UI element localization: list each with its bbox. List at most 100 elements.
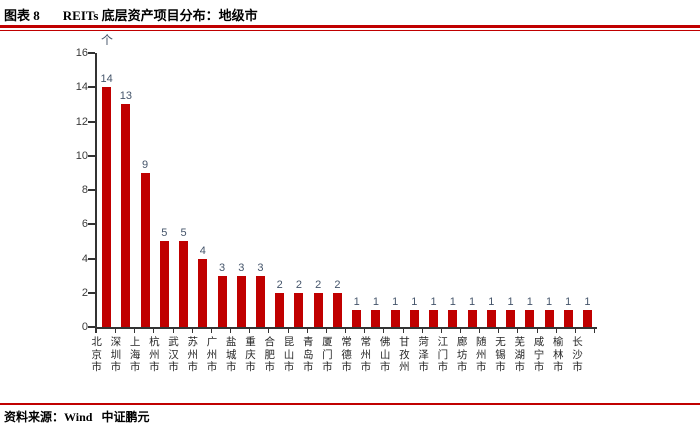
figure-title: REITs 底层资产项目分布：地级市 (62, 8, 258, 23)
bar (217, 275, 227, 327)
figure-header: 图表 8 REITs 底层资产项目分布：地级市 (4, 5, 258, 24)
bar (332, 292, 342, 327)
x-axis-label: 榆林市 (552, 336, 564, 373)
bar-column: 2 (328, 53, 347, 327)
bar-value-label: 2 (334, 278, 341, 291)
y-tick-label: 2 (81, 286, 88, 299)
y-tick-mark (88, 52, 95, 54)
x-tick-mark (384, 329, 404, 333)
bar (429, 309, 439, 327)
x-axis-label: 佛山市 (379, 336, 391, 373)
bar-column: 14 (97, 53, 116, 327)
bar (448, 309, 458, 327)
bar (102, 87, 112, 327)
plot-area: 14 13 9 5 5 4 3 3 3 2 2 2 2 1 1 1 1 1 1 1 1 1 1 1 1 1 (95, 53, 597, 329)
x-axis-label: 盐城市 (226, 336, 237, 373)
bars-container: 14 13 9 5 5 4 3 3 3 2 2 2 2 1 1 1 1 1 1 1 1 1 1 1 1 1 (97, 53, 597, 327)
y-tick-label: 16 (75, 47, 88, 59)
bar-value-label: 1 (565, 295, 572, 308)
x-axis-label: 江门市 (437, 336, 449, 373)
bar (275, 292, 285, 327)
bar-column: 3 (212, 53, 231, 327)
y-tick-label: 6 (81, 218, 88, 231)
bar (294, 292, 304, 327)
bar-column: 1 (405, 53, 424, 327)
y-tick-label: 0 (81, 321, 88, 333)
bar-value-label: 1 (507, 295, 514, 308)
bar-value-label: 3 (238, 261, 245, 274)
y-tick-label: 12 (75, 115, 88, 128)
x-axis-label: 北京市 (91, 336, 102, 373)
x-tick-mark (404, 329, 423, 333)
y-tick-mark (88, 291, 95, 294)
bar-value-label: 13 (119, 90, 132, 103)
bar-column: 1 (559, 53, 578, 327)
bar-value-label: 1 (353, 295, 360, 308)
bar-value-label: 1 (488, 295, 495, 308)
y-axis-unit-label: 个 (101, 33, 114, 47)
bar-column: 1 (386, 53, 405, 327)
bar-value-label: 1 (584, 295, 591, 308)
bar (352, 309, 362, 327)
y-tick-mark (88, 86, 95, 89)
source-note: 资料来源：Wind 中证鹏元 (4, 410, 150, 424)
x-tick-mark (365, 329, 385, 333)
x-axis-label: 杭州市 (149, 336, 160, 373)
x-axis-label: 菏泽市 (418, 336, 429, 373)
bar-column: 5 (174, 53, 193, 327)
header-rule-thin (0, 30, 700, 31)
bar-value-label: 2 (315, 278, 322, 291)
bar (486, 309, 496, 327)
bar (563, 309, 573, 327)
x-tick-mark (135, 329, 155, 333)
y-tick-mark (88, 257, 95, 260)
x-axis-labels: 北京市深圳市上海市杭州市武汉市苏州市广州市盐城市重庆市合肥市昆山市青岛市厦门市常… (87, 336, 587, 374)
x-axis-label: 青岛市 (302, 336, 314, 373)
x-axis-label: 常州市 (360, 336, 372, 373)
bar (371, 309, 381, 327)
bar (409, 309, 419, 327)
bar (198, 258, 208, 327)
y-tick-mark (88, 120, 95, 123)
bar-column: 9 (135, 53, 154, 327)
x-tick-mark (250, 329, 270, 333)
bar (525, 309, 535, 327)
x-axis-label: 芜湖市 (514, 336, 526, 373)
bar-column: 2 (289, 53, 308, 327)
bar (179, 241, 189, 327)
x-tick-mark (97, 329, 117, 333)
x-axis-label: 长沙市 (572, 336, 583, 373)
bar-column: 3 (251, 53, 270, 327)
bar-value-label: 1 (411, 295, 418, 308)
bar-value-label: 1 (545, 295, 553, 308)
x-axis-label: 广州市 (206, 336, 218, 373)
bar (544, 309, 554, 327)
figure-label: 图表 8 (4, 8, 40, 23)
x-tick-mark (154, 329, 174, 333)
x-axis-tick-row (95, 329, 596, 333)
x-axis-label: 重庆市 (245, 336, 256, 373)
bar-column: 1 (424, 53, 443, 327)
x-tick-mark (518, 329, 538, 333)
bar (159, 241, 169, 327)
bar-value-label: 1 (469, 295, 476, 308)
bar-value-label: 5 (180, 227, 187, 240)
bar-column: 1 (539, 53, 558, 327)
footer-rule (0, 403, 700, 405)
bar-column: 13 (116, 53, 135, 327)
bar (390, 309, 400, 327)
bar (582, 309, 592, 327)
x-tick-mark (116, 329, 136, 333)
x-tick-mark (289, 329, 308, 333)
x-tick-mark (480, 329, 500, 333)
header-rule-thick (0, 25, 700, 28)
y-tick-mark (88, 154, 95, 157)
bar-value-label: 2 (295, 278, 303, 291)
bar-column: 5 (155, 53, 174, 327)
x-tick-mark (576, 329, 596, 333)
x-axis-label: 厦门市 (322, 336, 333, 373)
bar-value-label: 1 (449, 295, 456, 308)
y-tick-mark (88, 223, 95, 226)
y-tick-label: 10 (75, 149, 88, 162)
bar-column: 1 (462, 53, 481, 327)
